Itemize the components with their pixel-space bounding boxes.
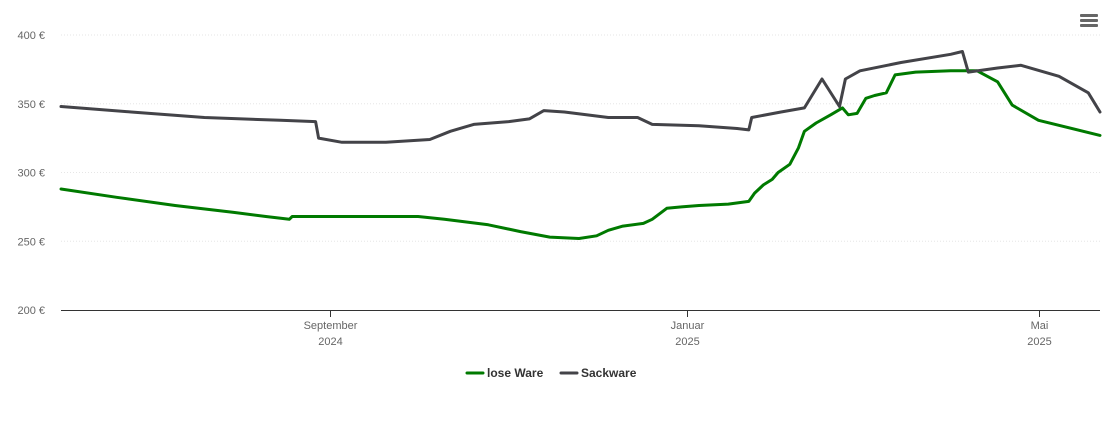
y-tick-label: 350 € — [17, 99, 45, 111]
grid-lines — [61, 34, 1100, 242]
menu-icon-bar-1 — [1080, 14, 1098, 17]
y-tick-label: 250 € — [17, 236, 45, 248]
y-tick-label: 400 € — [17, 30, 45, 42]
x-tick-label-month: Mai — [1031, 320, 1049, 332]
x-tick-label-year: 2024 — [318, 336, 342, 348]
legend-label: lose Ware — [487, 366, 544, 380]
legend-label: Sackware — [581, 366, 637, 380]
y-axis-labels: 200 € 250 € 300 € 350 € 400 € — [17, 30, 45, 317]
y-tick-label: 300 € — [17, 168, 45, 180]
legend-item-1[interactable]: lose Ware — [465, 366, 544, 380]
series-line-1 — [59, 69, 1102, 240]
x-tick-label-month: September — [304, 320, 358, 332]
legend-item-2[interactable]: Sackware — [559, 366, 637, 380]
menu-icon-bar-2 — [1080, 19, 1098, 22]
legend: lose Ware Sackware — [465, 366, 637, 380]
chart-menu-button[interactable] — [1078, 12, 1100, 32]
x-tick-label-year: 2025 — [1027, 336, 1051, 348]
menu-icon-bar-3 — [1080, 24, 1098, 27]
y-tick-label: 200 € — [17, 305, 45, 317]
series-line-2 — [59, 50, 1102, 144]
x-tick-label-month: Januar — [671, 320, 705, 332]
series-lines — [59, 50, 1102, 240]
x-axis-labels: September 2024 Januar 2025 Mai 2025 — [304, 310, 1052, 348]
x-tick-label-year: 2025 — [675, 336, 699, 348]
